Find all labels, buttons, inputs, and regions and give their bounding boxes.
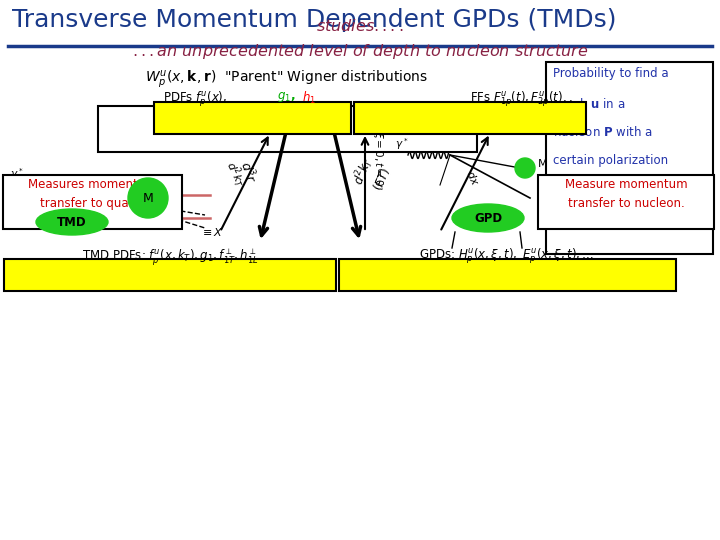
Text: $\mathit{...an\ unprecedented\ level\ of\ depth\ to\ nucleon\ structure}$: $\mathit{...an\ unprecedented\ level\ of…: [132, 42, 588, 61]
Text: Transverse Momentum Dependent GPDs (TMDs): Transverse Momentum Dependent GPDs (TMDs…: [12, 8, 616, 32]
Text: $\mathit{studies....}$: $\mathit{studies....}$: [316, 18, 404, 34]
FancyBboxPatch shape: [154, 102, 351, 134]
Text: GPD: GPD: [474, 212, 502, 225]
Text: nucleon $\mathbf{P}$ with a: nucleon $\mathbf{P}$ with a: [553, 125, 652, 139]
Text: GPDs: $H_p^u(x,\xi,t),\ E_p^u(x,\xi,t),\ldots$: GPDs: $H_p^u(x,\xi,t),\ E_p^u(x,\xi,t),\…: [420, 247, 595, 266]
Circle shape: [128, 178, 168, 218]
Text: $d^2k_T$
$(FT)$: $d^2k_T$ $(FT)$: [350, 155, 394, 195]
Text: certain polarization: certain polarization: [553, 154, 668, 167]
Text: $\gamma^*$: $\gamma^*$: [395, 136, 408, 152]
FancyBboxPatch shape: [546, 62, 713, 254]
FancyBboxPatch shape: [98, 106, 477, 152]
Circle shape: [515, 158, 535, 178]
Text: quark $\mathbf{u}$ in a: quark $\mathbf{u}$ in a: [553, 96, 625, 113]
FancyBboxPatch shape: [538, 175, 714, 229]
Text: FFs $F_{1p}^u(t),F_{2p}^u(t)..$: FFs $F_{1p}^u(t),F_{2p}^u(t)..$: [470, 90, 572, 110]
Text: $\gamma^*$: $\gamma^*$: [10, 166, 24, 182]
Text: $\equiv X$: $\equiv X$: [200, 226, 223, 238]
Text: $g_1$,: $g_1$,: [277, 90, 295, 104]
Ellipse shape: [452, 204, 524, 232]
Text: $d^3r$: $d^3r$: [237, 159, 259, 185]
Text: $d^2k_T$: $d^2k_T$: [221, 158, 249, 190]
Text: $h_1$: $h_1$: [298, 90, 316, 106]
Text: PDFs $f_p^u(x)$,: PDFs $f_p^u(x)$,: [163, 90, 228, 110]
Text: M: M: [538, 159, 548, 169]
Text: Measure momentum
transfer to nucleon.: Measure momentum transfer to nucleon.: [564, 178, 688, 210]
Text: M: M: [143, 192, 153, 205]
Text: $W_p^u(x,\mathbf{k},\mathbf{r})$  "Parent" Wigner distributions: $W_p^u(x,\mathbf{k},\mathbf{r})$ "Parent…: [145, 68, 428, 90]
Text: $dx$: $dx$: [464, 167, 482, 187]
FancyBboxPatch shape: [339, 259, 676, 291]
Text: momentum $\mathbf{k}$: momentum $\mathbf{k}$: [553, 212, 635, 226]
FancyBboxPatch shape: [3, 175, 182, 229]
FancyBboxPatch shape: [4, 259, 336, 291]
Text: TMD PDFs: $f_p^u(x,k_T),g_1,f_{1T}^\perp, h_{1L}^\perp$: TMD PDFs: $f_p^u(x,k_T),g_1,f_{1T}^\perp…: [82, 247, 258, 267]
Ellipse shape: [36, 209, 108, 235]
FancyBboxPatch shape: [354, 102, 586, 134]
Text: Probability to find a: Probability to find a: [553, 67, 669, 80]
Text: Measures momentum
transfer to quark.: Measures momentum transfer to quark.: [27, 178, 156, 210]
Text: in a position $\mathbf{r}$  and: in a position $\mathbf{r}$ and: [553, 183, 665, 200]
Text: $\xi=0,t=0$: $\xi=0,t=0$: [371, 131, 385, 186]
Text: TMD: TMD: [57, 215, 87, 228]
